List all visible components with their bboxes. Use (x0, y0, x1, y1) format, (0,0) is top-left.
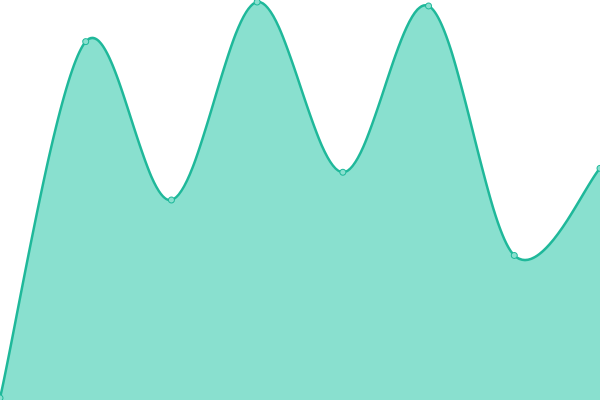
data-point (167, 196, 175, 204)
data-point (253, 0, 261, 6)
data-point (0, 394, 4, 400)
data-point (82, 38, 90, 46)
data-point (425, 2, 433, 10)
data-point (510, 251, 518, 259)
data-point (596, 164, 600, 172)
data-point (339, 168, 347, 176)
